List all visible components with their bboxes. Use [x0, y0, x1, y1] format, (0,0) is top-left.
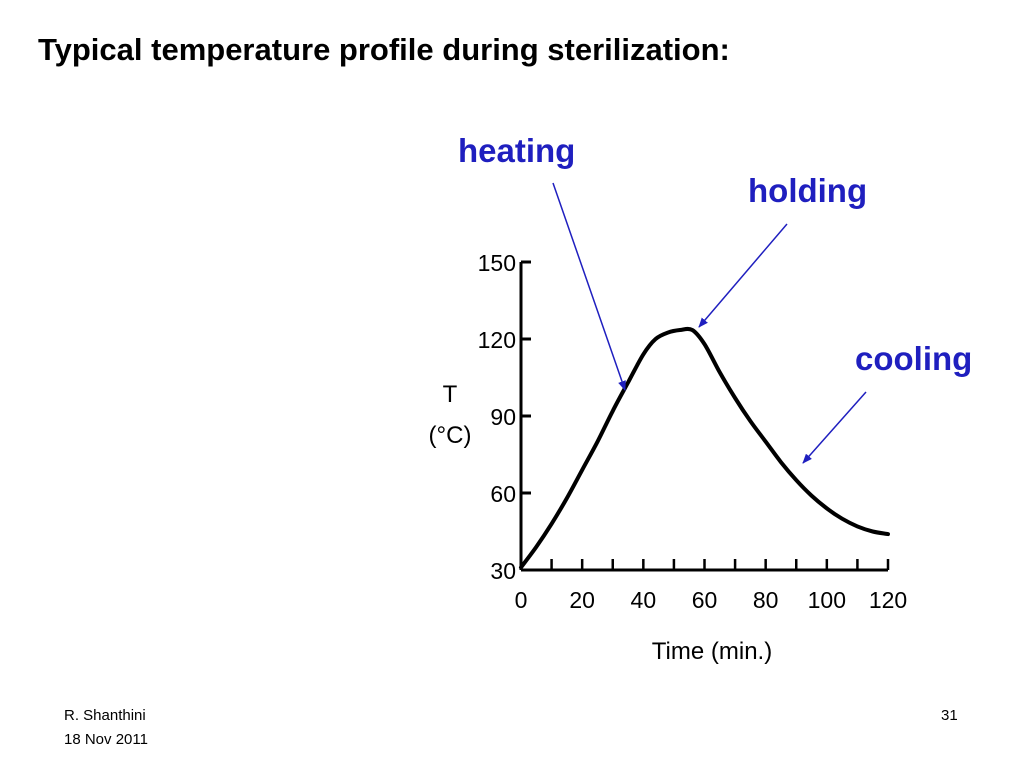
temperature-curve	[519, 326, 890, 570]
holding-annotation: holding	[748, 172, 867, 209]
slide-title: Typical temperature profile during steri…	[38, 32, 730, 67]
y-tick-label: 60	[490, 481, 516, 507]
x-tick-label: 80	[753, 587, 779, 613]
x-tick-label: 100	[808, 587, 846, 613]
y-tick-label: 30	[490, 558, 516, 584]
heating-arrow	[552, 182, 626, 391]
heating-annotation: heating	[458, 132, 575, 169]
y-axis-label: T	[443, 381, 458, 408]
cooling-arrow	[802, 391, 867, 464]
x-tick-label: 120	[869, 587, 907, 613]
y-tick-label: 120	[478, 327, 516, 353]
x-tick-label: 20	[569, 587, 595, 613]
footer-author: R. Shanthini	[64, 707, 146, 724]
y-axis-unit-label: (°C)	[429, 422, 472, 449]
x-tick-label: 40	[631, 587, 657, 613]
y-tick-label: 150	[478, 250, 516, 276]
x-tick-label: 0	[515, 587, 528, 613]
cooling-annotation: cooling	[855, 340, 972, 377]
x-tick-label: 60	[692, 587, 718, 613]
page-number: 31	[941, 707, 958, 724]
footer-date: 18 Nov 2011	[64, 731, 148, 748]
x-axis-label: Time (min.)	[652, 638, 772, 665]
y-tick-label: 90	[490, 404, 516, 430]
holding-arrow	[698, 223, 788, 328]
